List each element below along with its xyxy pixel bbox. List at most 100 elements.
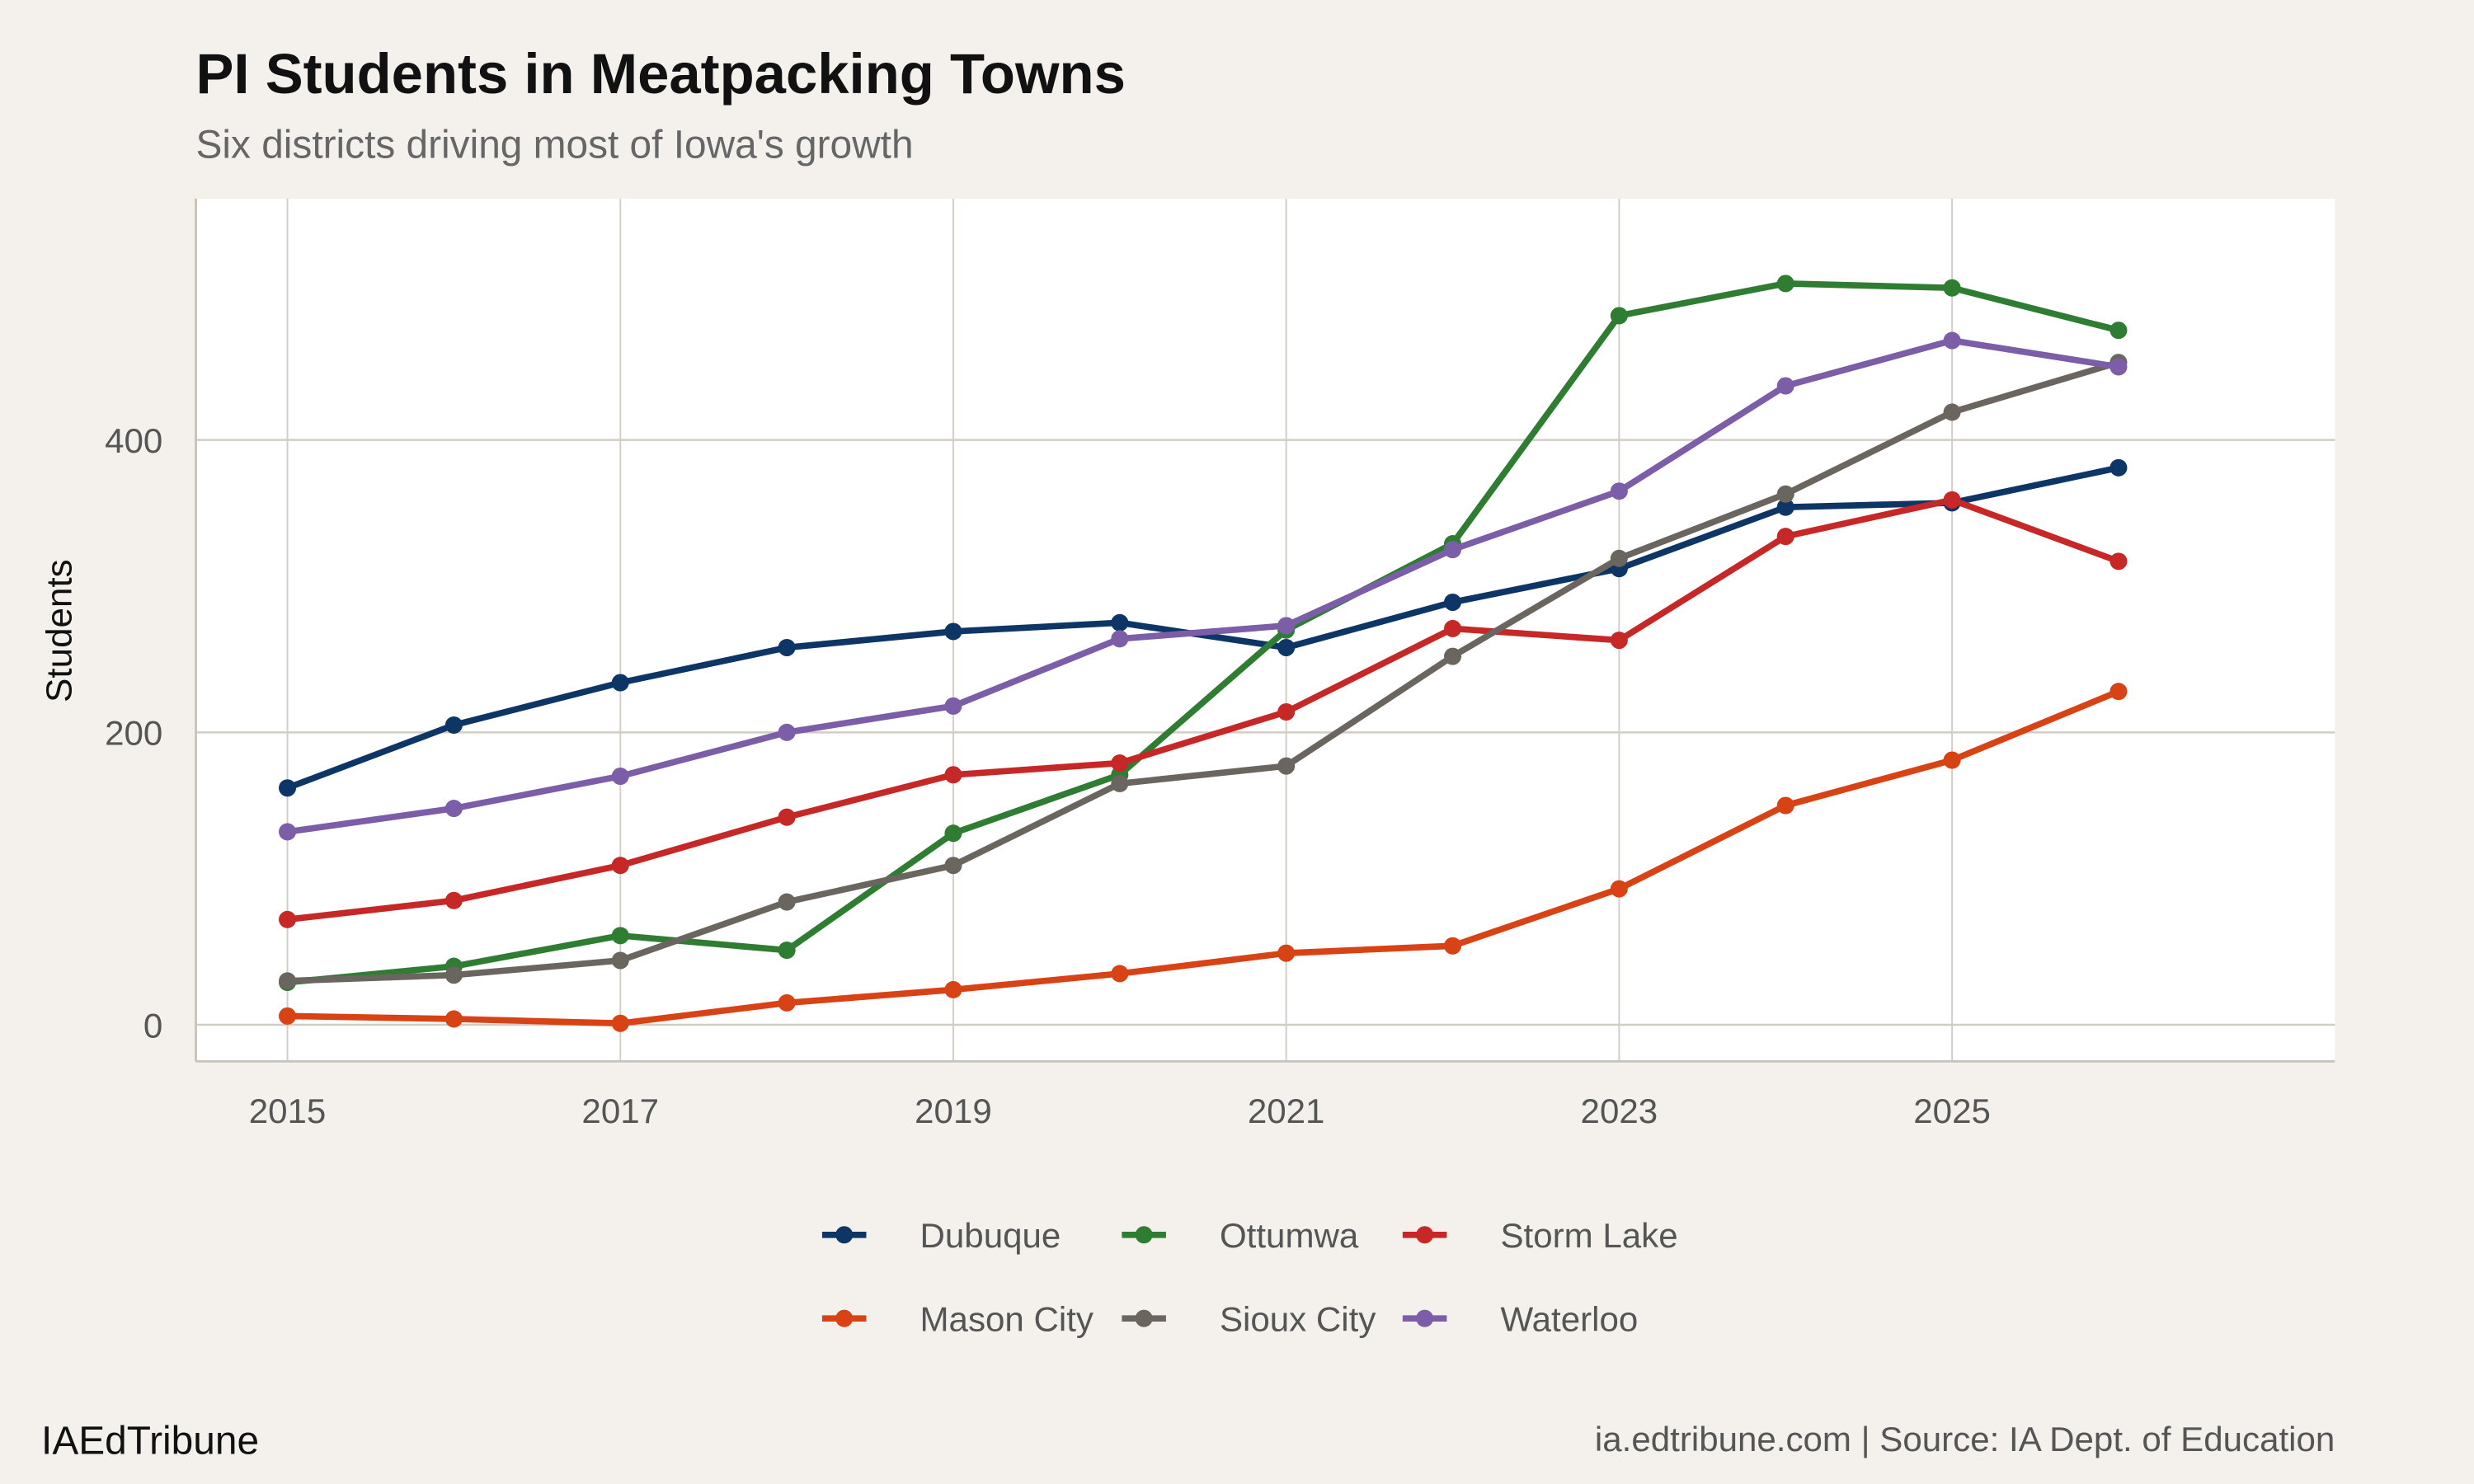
point-sioux-city-2017 [611, 951, 629, 970]
point-waterloo-2016 [444, 800, 463, 818]
point-waterloo-2025 [1943, 331, 1961, 350]
point-dubuque-2019 [944, 622, 962, 641]
legend-key-point [1416, 1226, 1434, 1244]
point-sioux-city-2024 [1776, 485, 1794, 503]
point-storm-lake-2018 [778, 808, 796, 826]
point-waterloo-2021 [1277, 617, 1296, 635]
legend-item-mason-city: Mason City [821, 1299, 1094, 1338]
legend: Dubuque Ottumwa Storm Lake Mason City Sioux … [821, 1216, 1678, 1338]
chart-title: PI Students in Meatpacking Towns [196, 42, 1126, 106]
legend-item-storm-lake: Storm Lake [1402, 1216, 1678, 1255]
point-ottumwa-2017 [611, 927, 629, 945]
point-ottumwa-2025 [1943, 279, 1961, 297]
point-sioux-city-2022 [1443, 647, 1462, 665]
y-axis-ticks: 0 200 400 [105, 421, 162, 1045]
point-mason-city-2017 [611, 1014, 629, 1032]
point-storm-lake-2020 [1111, 754, 1129, 773]
point-mason-city-2021 [1277, 944, 1296, 962]
point-storm-lake-2025 [1943, 491, 1961, 509]
x-axis-ticks: 2015 2017 2019 2021 2023 2025 [249, 1092, 1991, 1130]
point-ottumwa-2018 [778, 942, 796, 960]
point-storm-lake-2023 [1610, 632, 1628, 650]
legend-item-ottumwa: Ottumwa [1122, 1216, 1359, 1255]
point-storm-lake-2022 [1443, 619, 1462, 637]
point-sioux-city-2019 [944, 857, 962, 875]
point-waterloo-2026 [2109, 358, 2128, 376]
point-dubuque-2017 [611, 674, 629, 692]
point-waterloo-2024 [1776, 377, 1794, 395]
source-caption: ia.edtribune.com | Source: IA Dept. of E… [1595, 1420, 2335, 1458]
point-sioux-city-2023 [1610, 549, 1628, 567]
point-mason-city-2023 [1610, 880, 1628, 898]
point-dubuque-2020 [1111, 613, 1129, 632]
line-ottumwa [287, 280, 2119, 986]
legend-item-sioux-city: Sioux City [1122, 1299, 1376, 1338]
chart-subtitle: Six districts driving most of Iowa's gro… [196, 123, 914, 167]
point-sioux-city-2025 [1943, 403, 1961, 421]
point-storm-lake-2024 [1776, 528, 1794, 546]
point-waterloo-2018 [778, 723, 796, 741]
point-mason-city-2022 [1443, 937, 1462, 955]
brand-caption: IAEdTribune [41, 1420, 259, 1463]
point-mason-city-2019 [944, 980, 962, 998]
legend-label: Dubuque [920, 1216, 1061, 1255]
line-storm-lake [287, 496, 2120, 923]
point-mason-city-2026 [2109, 683, 2128, 701]
legend-key-point [1135, 1309, 1153, 1327]
point-mason-city-2025 [1943, 751, 1961, 769]
point-storm-lake-2021 [1277, 702, 1296, 721]
x-tick-label: 2023 [1581, 1092, 1658, 1130]
x-tick-label: 2025 [1913, 1092, 1991, 1130]
y-tick-label: 400 [105, 421, 162, 460]
point-waterloo-2015 [279, 823, 297, 841]
legend-label: Waterloo [1500, 1299, 1638, 1338]
x-tick-label: 2021 [1248, 1092, 1325, 1130]
point-mason-city-2020 [1111, 965, 1129, 983]
point-sioux-city-2021 [1277, 757, 1296, 775]
point-mason-city-2024 [1776, 796, 1794, 815]
point-sioux-city-2015 [279, 972, 297, 990]
x-tick-label: 2015 [249, 1092, 327, 1130]
legend-label: Ottumwa [1220, 1216, 1359, 1255]
x-tick-label: 2017 [581, 1092, 659, 1130]
point-waterloo-2017 [611, 768, 629, 786]
legend-item-waterloo: Waterloo [1402, 1299, 1638, 1338]
series-sioux-city [279, 354, 2128, 990]
point-storm-lake-2016 [444, 891, 463, 909]
point-dubuque-2022 [1443, 593, 1462, 612]
line-sioux-city [287, 359, 2120, 984]
series-mason-city [279, 683, 2128, 1032]
point-waterloo-2023 [1610, 482, 1628, 500]
point-dubuque-2024 [1776, 498, 1794, 516]
legend-key-point [835, 1309, 854, 1327]
point-mason-city-2016 [444, 1010, 463, 1028]
x-tick-label: 2019 [915, 1092, 992, 1130]
point-sioux-city-2016 [444, 966, 463, 984]
point-dubuque-2021 [1277, 638, 1296, 656]
point-dubuque-2016 [444, 716, 463, 734]
point-waterloo-2020 [1111, 630, 1129, 648]
point-storm-lake-2015 [279, 910, 297, 928]
point-storm-lake-2019 [944, 766, 962, 784]
point-ottumwa-2019 [944, 824, 962, 843]
y-axis-label: Students [39, 559, 79, 702]
legend-label: Sioux City [1220, 1299, 1376, 1338]
point-ottumwa-2023 [1610, 307, 1628, 325]
legend-label: Mason City [920, 1299, 1094, 1338]
point-dubuque-2015 [279, 779, 297, 797]
point-waterloo-2019 [944, 697, 962, 715]
point-storm-lake-2017 [611, 857, 629, 875]
point-ottumwa-2024 [1776, 275, 1794, 293]
legend-key-point [835, 1226, 854, 1244]
legend-item-dubuque: Dubuque [821, 1216, 1061, 1255]
point-sioux-city-2018 [778, 893, 796, 911]
legend-key-point [1416, 1309, 1434, 1327]
point-dubuque-2026 [2109, 458, 2128, 477]
point-sioux-city-2020 [1111, 774, 1129, 792]
point-storm-lake-2026 [2109, 552, 2128, 571]
point-mason-city-2018 [778, 993, 796, 1012]
point-ottumwa-2026 [2109, 322, 2128, 340]
legend-label: Storm Lake [1500, 1216, 1677, 1255]
series-storm-lake [279, 491, 2128, 928]
